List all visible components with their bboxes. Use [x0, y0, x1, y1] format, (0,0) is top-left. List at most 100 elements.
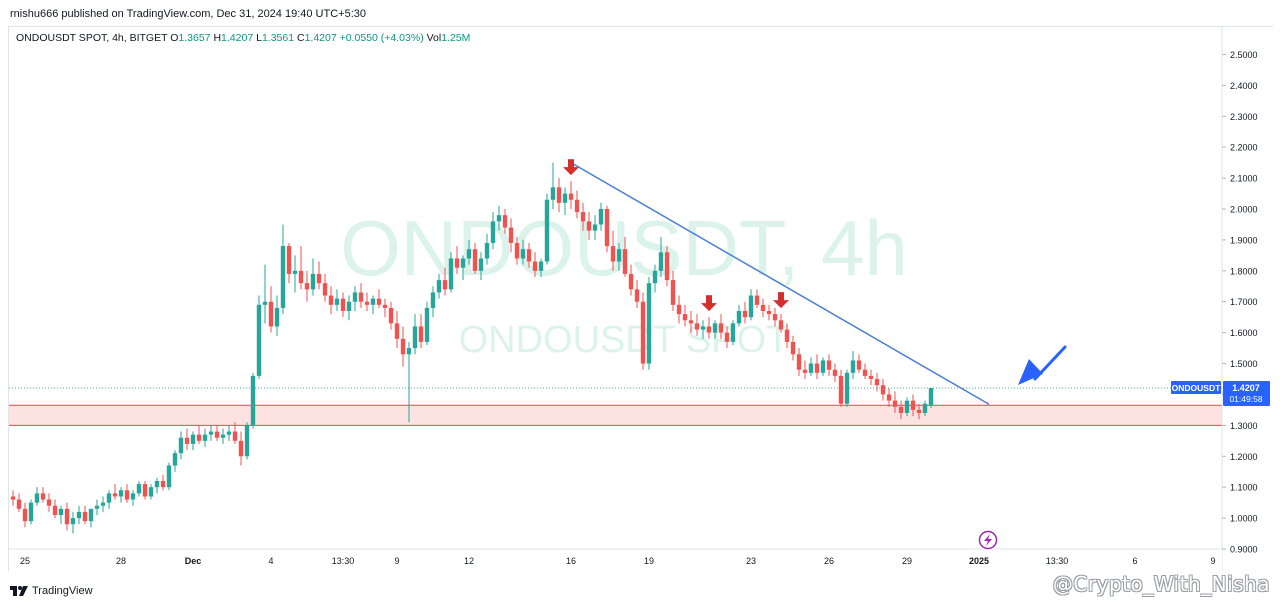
candle-body — [334, 298, 340, 305]
candle-body — [544, 199, 550, 262]
candle-body — [154, 481, 160, 488]
time-tick-label: 28 — [116, 556, 126, 566]
open-value: 1.3657 — [178, 32, 211, 44]
candle-body — [16, 499, 22, 509]
candle-body — [778, 320, 784, 330]
candle-body — [238, 440, 244, 457]
symbol-name[interactable]: ONDOUSDT SPOT, 4h, BITGET — [16, 32, 168, 44]
candle-body — [478, 258, 484, 271]
candle-body — [364, 301, 370, 305]
candle-body — [550, 187, 556, 200]
candle-body — [172, 453, 178, 466]
candle-body — [268, 301, 274, 327]
open-label: O — [170, 32, 179, 44]
candle-body — [382, 304, 388, 308]
candle-body — [892, 400, 898, 407]
time-axis-background — [9, 549, 1222, 572]
candle-body — [724, 332, 730, 342]
symbol-info-bar: ONDOUSDT SPOT, 4h, BITGET O1.3657 H1.420… — [16, 32, 470, 44]
down-arrow-shaft — [778, 292, 784, 302]
price-tick-label: 1.3000 — [1230, 421, 1258, 431]
candle-body — [352, 292, 358, 302]
candle-body — [310, 273, 316, 290]
candle-body — [274, 307, 280, 327]
candle-body — [52, 505, 58, 515]
candle-body — [874, 379, 880, 386]
candle-body — [832, 369, 838, 376]
price-tick-label: 1.8000 — [1230, 266, 1258, 276]
candle-body — [886, 394, 892, 401]
candle-body — [790, 341, 796, 355]
candle-body — [718, 323, 724, 333]
candle-body — [508, 227, 514, 243]
price-tick-label: 1.5000 — [1230, 359, 1258, 369]
swing-high-down-arrow — [773, 292, 789, 309]
candle-body — [610, 246, 616, 262]
candle-body — [628, 273, 634, 290]
candle-body — [496, 215, 502, 222]
candle-body — [658, 252, 664, 271]
candle-body — [196, 434, 202, 441]
candle-body — [676, 304, 682, 315]
candle-body — [340, 298, 346, 311]
candle-body — [688, 320, 694, 324]
candle-body — [514, 243, 520, 259]
candle-body — [574, 199, 580, 213]
publish-info: rnishu666 published on TradingView.com, … — [10, 8, 367, 20]
candle-body — [586, 221, 592, 231]
change-value: +0.0550 (+4.03%) — [339, 32, 424, 44]
candle-body — [88, 508, 94, 522]
candle-body — [22, 508, 28, 522]
price-tick-label: 1.7000 — [1230, 297, 1258, 307]
candle-body — [358, 292, 364, 302]
price-tick-label: 2.2000 — [1230, 143, 1258, 153]
price-chart[interactable]: ONDOUSDT, 4h ONDOUSDT SPOT 2.5000 2.4000 2.3… — [9, 27, 1274, 572]
symbol-tag-label: ONDOUSDT — [1172, 383, 1221, 393]
candle-body — [94, 505, 100, 509]
candle-body — [70, 518, 76, 525]
candle-body — [580, 212, 586, 222]
candle-body — [634, 289, 640, 302]
swing-high-down-arrow — [563, 159, 579, 176]
volume-label: Vol — [426, 32, 442, 44]
events-icon-ring — [978, 530, 998, 550]
candle-body — [562, 193, 568, 203]
candle-body — [490, 221, 496, 243]
candle-body — [556, 187, 562, 203]
close-value: 1.4207 — [304, 32, 337, 44]
chart-frame[interactable]: ONDOUSDT, 4h ONDOUSDT SPOT 2.5000 2.4000 2.3… — [8, 26, 1274, 572]
candle-body — [292, 270, 298, 274]
candle-body — [904, 400, 910, 413]
candle-body — [160, 481, 166, 488]
candle-body — [436, 280, 442, 293]
price-tick-label: 1.9000 — [1230, 235, 1258, 245]
candle-body — [820, 360, 826, 373]
time-tick-label: 4 — [268, 556, 273, 566]
candle-body — [616, 249, 622, 262]
candle-body — [148, 487, 154, 497]
price-tick-label: 2.0000 — [1230, 205, 1258, 215]
candle-body — [178, 437, 184, 454]
price-tick-label: 2.1000 — [1230, 174, 1258, 184]
candle-body — [682, 314, 688, 321]
candle-body — [814, 363, 820, 373]
time-tick-label: 25 — [20, 556, 30, 566]
time-tick-label: Dec — [185, 556, 202, 566]
down-arrow-shaft — [568, 159, 574, 169]
time-tick-label: 26 — [824, 556, 834, 566]
candle-body — [442, 280, 448, 290]
time-tick-label: 13:30 — [332, 556, 355, 566]
candle-body — [46, 499, 52, 506]
tradingview-logo[interactable]: TradingView — [10, 585, 93, 597]
candle-body — [622, 249, 628, 274]
candle-body — [124, 490, 130, 500]
candle-body — [112, 493, 118, 497]
candle-body — [604, 209, 610, 247]
candle-body — [694, 323, 700, 330]
candle-body — [316, 273, 322, 284]
time-tick-label: 2025 — [969, 556, 989, 566]
candle-body — [40, 493, 46, 500]
tradingview-logo-icon — [10, 586, 28, 596]
candle-body — [184, 437, 190, 444]
